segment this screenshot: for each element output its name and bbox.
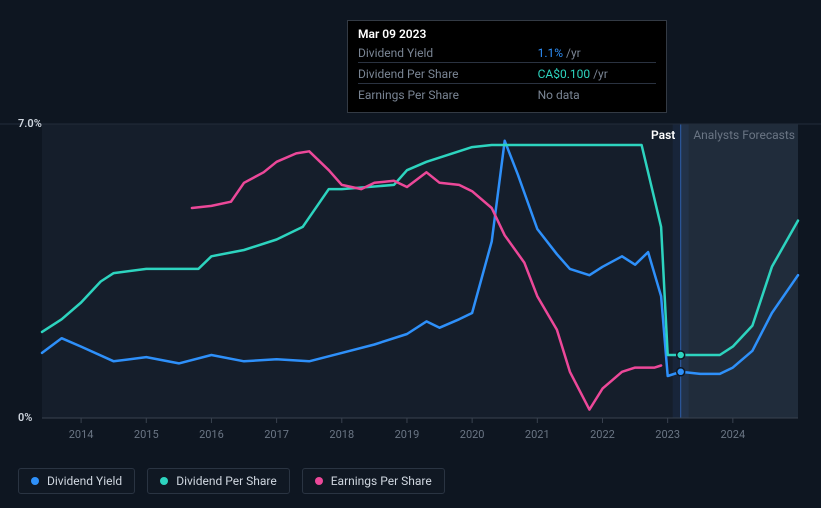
legend-color-dot xyxy=(315,477,323,485)
x-axis-tick-label: 2016 xyxy=(199,428,224,441)
tooltip-date: Mar 09 2023 xyxy=(358,27,656,41)
x-axis-tick-label: 2024 xyxy=(720,428,745,441)
x-axis-tick-label: 2023 xyxy=(655,428,680,441)
tooltip-row-value: No data xyxy=(508,84,656,105)
tooltip-row-value: 1.1% /yr xyxy=(508,44,656,63)
tooltip-row-label: Earnings Per Share xyxy=(358,84,508,105)
x-axis-tick-label: 2021 xyxy=(525,428,550,441)
y-axis-tick-label: 7.0% xyxy=(18,117,42,130)
x-axis-tick-label: 2020 xyxy=(460,428,485,441)
legend-label: Dividend Per Share xyxy=(176,474,277,488)
tab-past[interactable]: Past xyxy=(651,128,675,142)
x-axis-tick-label: 2015 xyxy=(134,428,159,441)
legend-item[interactable]: Earnings Per Share xyxy=(302,468,445,494)
dividend-chart: Past Analysts Forecasts 7.0% 0% 2014 2015 2… xyxy=(0,0,821,508)
tab-forecast[interactable]: Analysts Forecasts xyxy=(693,128,795,142)
y-axis-tick-label: 0% xyxy=(18,411,32,424)
chart-tooltip: Mar 09 2023 Dividend Yield1.1% /yrDivide… xyxy=(347,20,667,113)
chart-legend: Dividend Yield Dividend Per Share Earnings… xyxy=(18,468,445,494)
tooltip-row-label: Dividend Per Share xyxy=(358,63,508,84)
x-axis-tick-label: 2022 xyxy=(590,428,615,441)
x-axis-tick-label: 2017 xyxy=(264,428,289,441)
legend-label: Dividend Yield xyxy=(47,474,122,488)
legend-color-dot xyxy=(160,477,168,485)
legend-item[interactable]: Dividend Per Share xyxy=(147,468,290,494)
legend-label: Earnings Per Share xyxy=(331,474,432,488)
legend-item[interactable]: Dividend Yield xyxy=(18,468,135,494)
tooltip-row-label: Dividend Yield xyxy=(358,44,508,63)
chart-tabs: Past Analysts Forecasts xyxy=(651,128,795,142)
x-axis-tick-label: 2019 xyxy=(395,428,420,441)
x-axis-tick-label: 2018 xyxy=(329,428,354,441)
legend-color-dot xyxy=(31,477,39,485)
x-axis-tick-label: 2014 xyxy=(69,428,94,441)
tooltip-row-value: CA$0.100 /yr xyxy=(508,63,656,84)
